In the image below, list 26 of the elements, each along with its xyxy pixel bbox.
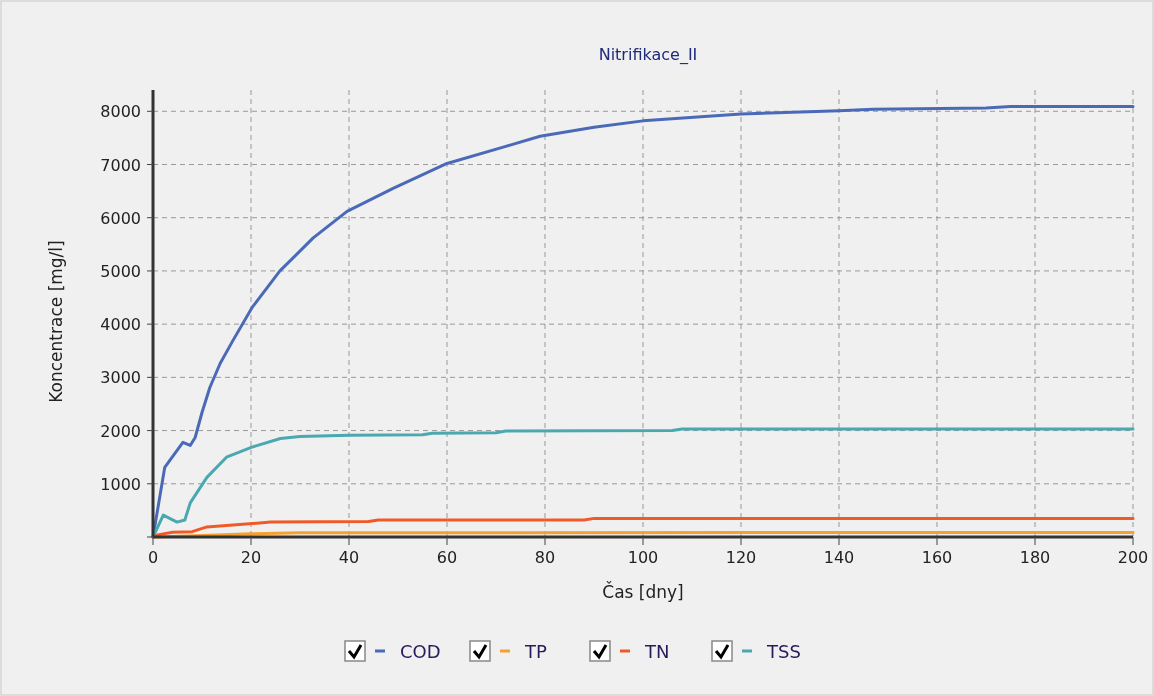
x-tick-label: 0 (147, 548, 159, 567)
y-tick-label: 4000 (100, 315, 141, 335)
legend-label: TSS (766, 641, 801, 662)
x-axis-title: Čas [dny] (602, 581, 684, 602)
x-tick-label: 140 (823, 548, 855, 567)
y-tick-label: 7000 (100, 155, 141, 175)
x-tick-label: 100 (627, 548, 659, 567)
y-axis-title: Koncentrace [mg/l] (46, 240, 66, 403)
x-tick-label: 80 (534, 548, 556, 567)
legend-label: TN (644, 641, 670, 662)
y-tick-label: 6000 (100, 208, 141, 228)
x-tick-label: 60 (436, 548, 458, 567)
y-tick-label: 3000 (100, 368, 141, 388)
legend-label: TP (524, 641, 547, 662)
y-tick-label: 2000 (100, 421, 141, 441)
x-tick-label: 20 (240, 548, 262, 567)
legend-label: COD (400, 641, 441, 662)
y-tick-label: 1000 (100, 474, 141, 494)
x-tick-label: 160 (921, 548, 953, 567)
x-tick-label: 40 (338, 548, 360, 567)
x-tick-label: 120 (725, 548, 757, 567)
chart-title: Nitrifikace_II (598, 45, 698, 65)
y-tick-label: 5000 (100, 261, 141, 281)
y-tick-label: 8000 (100, 102, 141, 122)
x-tick-label: 200 (1117, 548, 1149, 567)
x-tick-label: 180 (1019, 548, 1051, 567)
